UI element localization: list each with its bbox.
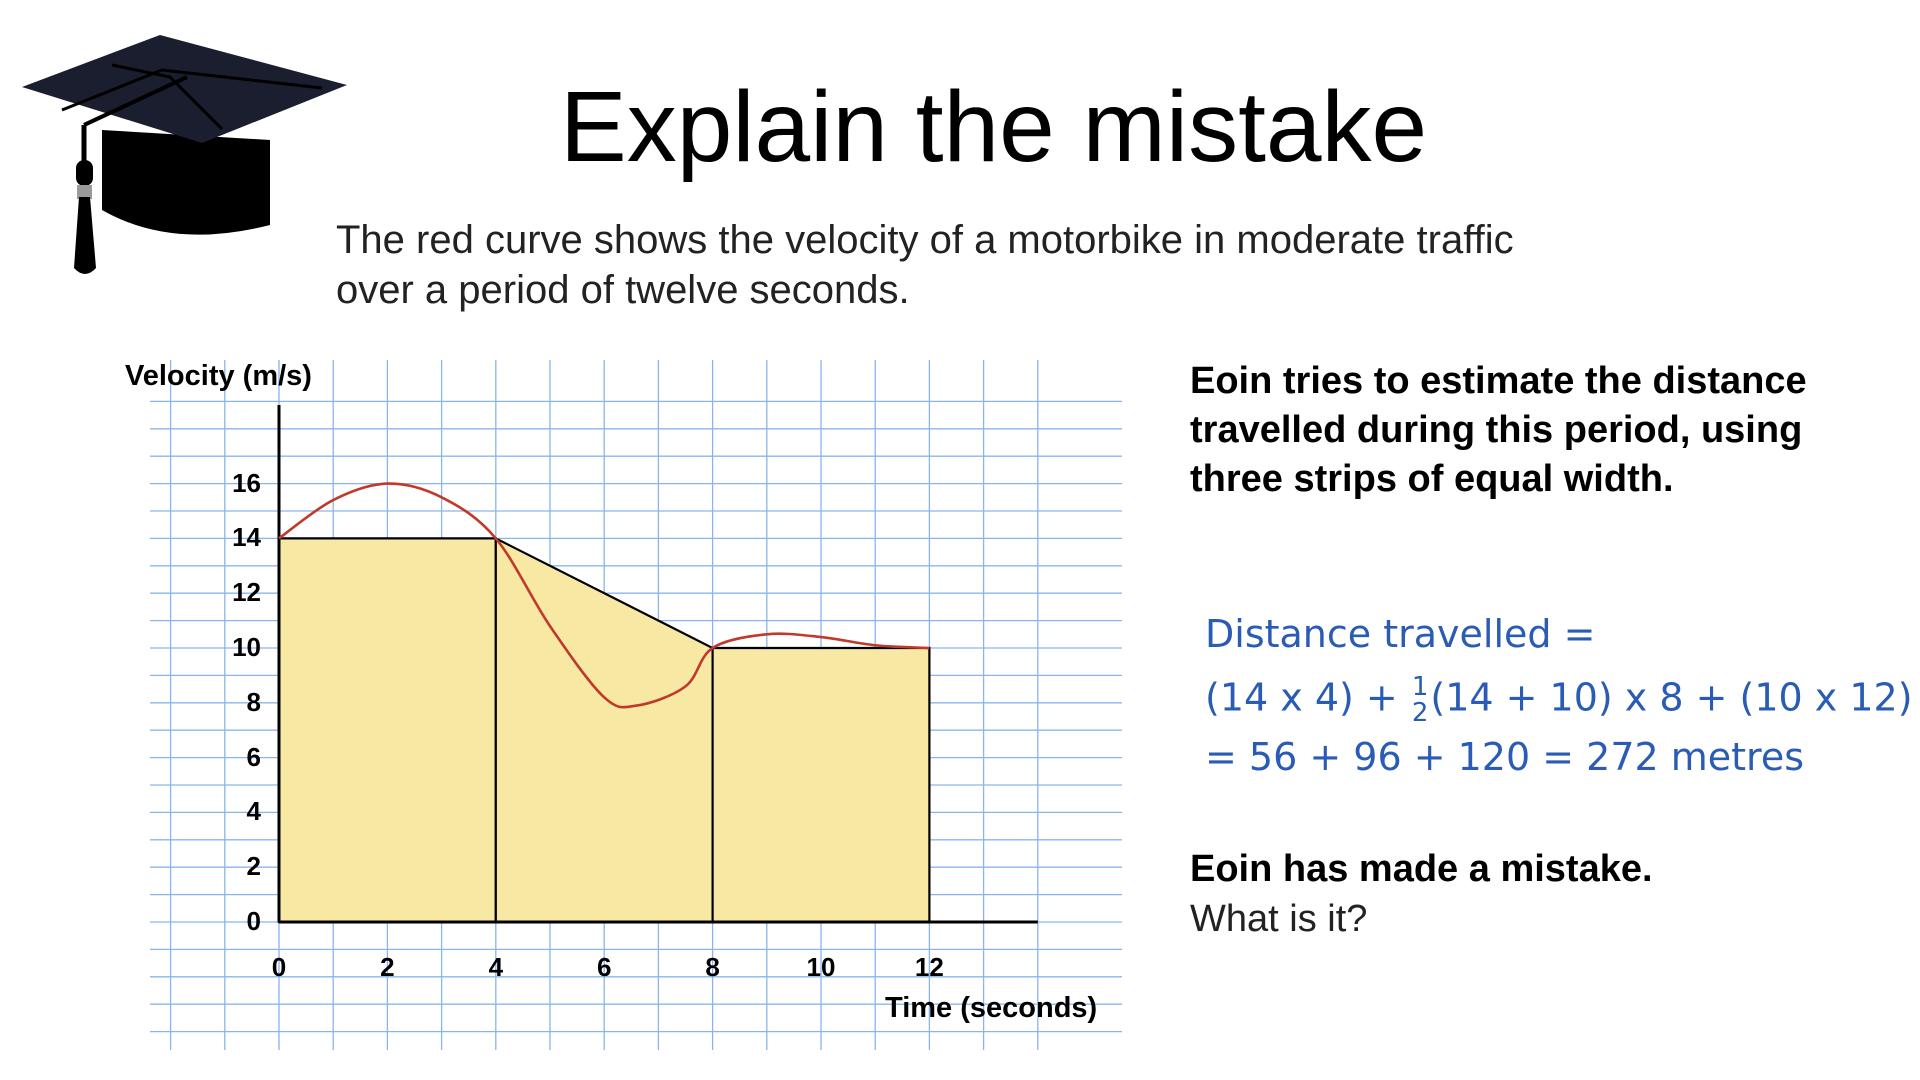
chart-strips — [277, 536, 931, 924]
y-tick-label: 4 — [246, 796, 261, 827]
strip-2 — [494, 536, 714, 924]
working-line-3: = 56 + 96 + 120 = 272 metres — [1205, 735, 1805, 779]
working-line-2-part-a: (14 x 4) + — [1205, 675, 1410, 720]
y-tick-label: 0 — [246, 906, 261, 936]
working-line-1: Distance travelled = — [1205, 612, 1596, 656]
fraction-denominator: 2 — [1411, 698, 1429, 728]
x-tick-label: 0 — [271, 952, 287, 982]
graduation-cap-icon — [22, 35, 347, 274]
y-tick-label: 16 — [232, 467, 261, 498]
question-text: What is it? — [1190, 898, 1368, 940]
working-line-2: (14 x 4) + 1 2 (14 + 10) x 8 + (10 x 12) — [1205, 674, 1913, 726]
x-tick-label: 12 — [914, 952, 944, 982]
intro-line-2: over a period of twelve seconds. — [336, 268, 910, 312]
x-axis-label: Time (seconds) — [885, 992, 1098, 1024]
y-tick-label: 6 — [246, 741, 261, 772]
x-tick-label: 10 — [806, 952, 836, 982]
chart-axes — [277, 405, 1038, 924]
y-tick-label: 2 — [246, 851, 261, 882]
y-tick-label: 12 — [232, 577, 261, 608]
y-tick-label: 14 — [232, 522, 261, 553]
slide-title: Explain the mistake — [560, 71, 1428, 183]
fraction-numerator: 1 — [1411, 672, 1429, 702]
x-tick-label: 4 — [488, 952, 504, 982]
intro-text: The red curve shows the velocity of a mo… — [336, 215, 1636, 315]
x-tick-label: 6 — [596, 952, 612, 982]
x-tick-label: 2 — [380, 952, 395, 982]
mistake-statement: Eoin has made a mistake. — [1190, 848, 1653, 890]
chart-curve — [278, 482, 930, 709]
strip-3 — [711, 646, 931, 924]
working-line-2-part-b: (14 + 10) x 8 + (10 x 12) — [1430, 675, 1913, 720]
intro-line-1: The red curve shows the velocity of a mo… — [336, 218, 1514, 262]
y-axis-label: Velocity (m/s) — [125, 360, 312, 392]
x-tick-label: 8 — [705, 952, 720, 982]
eoin-description: Eoin tries to estimate the distance trav… — [1190, 360, 1807, 500]
y-tick-label: 8 — [246, 686, 261, 717]
strip-1 — [277, 537, 497, 924]
y-tick-label: 10 — [232, 632, 261, 662]
velocity-curve — [278, 482, 930, 709]
